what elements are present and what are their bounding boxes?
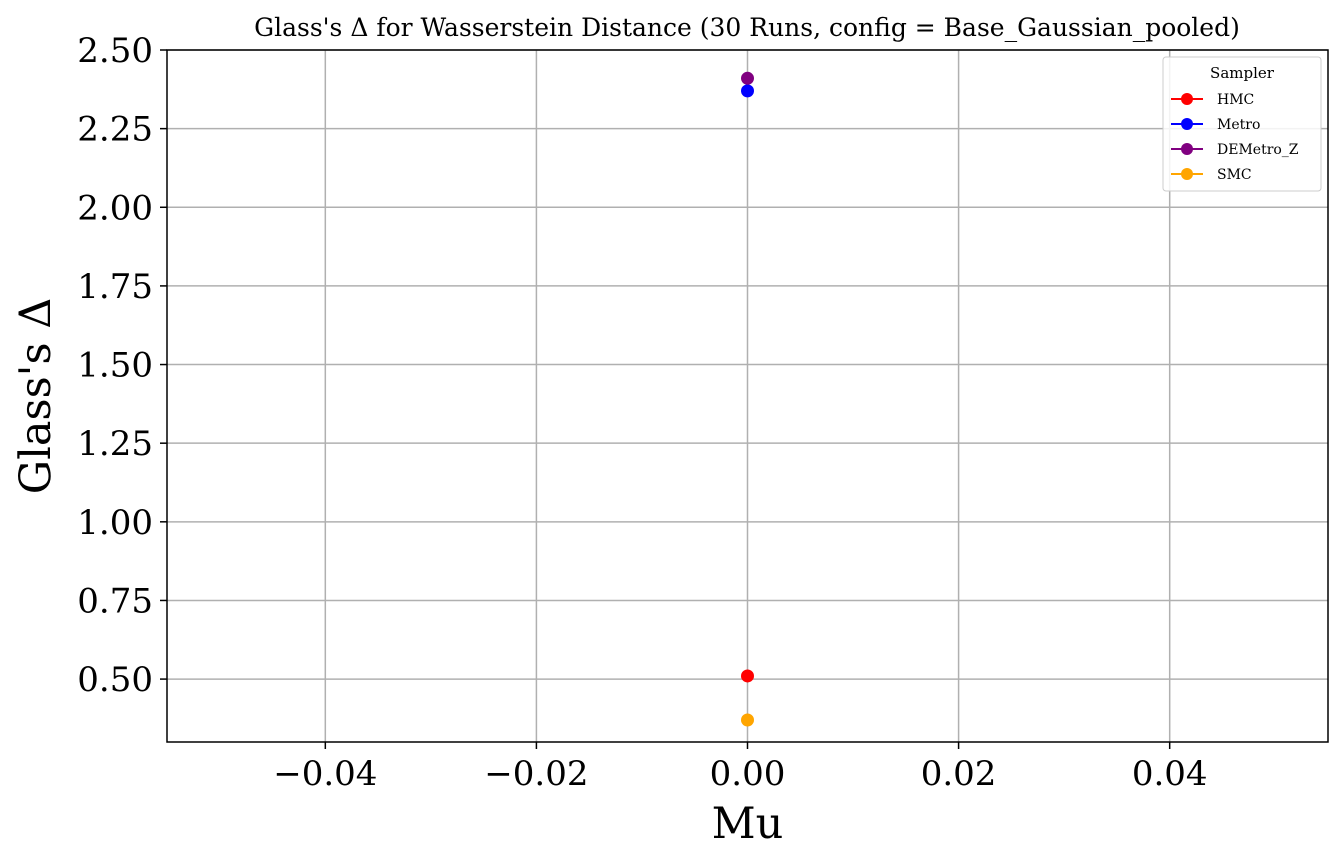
x-tick-label: 0.02	[921, 754, 997, 794]
legend-marker	[1181, 93, 1193, 105]
legend-label: DEMetro_Z	[1217, 142, 1299, 158]
y-tick-label: 2.00	[77, 188, 153, 228]
legend-item-demetro-z: DEMetro_Z	[1171, 142, 1299, 158]
data-point-hmc	[741, 669, 754, 683]
legend-label: SMC	[1217, 167, 1252, 183]
legend-label: Metro	[1217, 117, 1260, 133]
y-axis-ticks: 0.50 0.75 1.00 1.25 1.50 1.75 2.00 2.25 2.50	[77, 31, 167, 700]
x-axis-title: Mu	[712, 799, 784, 849]
legend-box	[1162, 56, 1322, 192]
legend-item-hmc: HMC	[1171, 92, 1254, 108]
y-tick-label: 1.00	[77, 503, 153, 543]
x-tick-label: 0.00	[710, 754, 786, 794]
y-tick-label: 2.25	[77, 110, 153, 150]
legend-marker	[1181, 143, 1193, 155]
legend-title: Sampler	[1210, 64, 1275, 82]
data-points	[741, 71, 754, 727]
legend: Sampler HMC Metro DEMetro_Z SMC	[1162, 56, 1322, 192]
grid	[167, 49, 1328, 742]
y-tick-label: 1.75	[77, 267, 153, 307]
legend-marker	[1181, 118, 1193, 130]
x-tick-label: 0.04	[1132, 754, 1208, 794]
x-tick-label: −0.02	[484, 754, 588, 794]
x-tick-label: −0.04	[273, 754, 377, 794]
data-point-metro	[741, 84, 754, 98]
data-point-demetro-z	[741, 71, 754, 85]
y-tick-label: 0.75	[77, 581, 153, 621]
x-axis-ticks: −0.04 −0.02 0.00 0.02 0.04	[273, 742, 1208, 794]
y-tick-label: 0.50	[77, 660, 153, 700]
legend-item-smc: SMC	[1171, 167, 1252, 183]
legend-item-metro: Metro	[1171, 117, 1260, 133]
data-point-smc	[741, 713, 754, 727]
legend-entries: HMC Metro DEMetro_Z SMC	[1171, 92, 1299, 183]
legend-marker	[1181, 168, 1193, 180]
y-tick-label: 1.50	[77, 346, 153, 386]
legend-label: HMC	[1217, 92, 1254, 108]
y-axis-title: Glass's Δ	[11, 298, 61, 494]
y-tick-label: 1.25	[77, 424, 153, 464]
chart-title: Glass's Δ for Wasserstein Distance (30 R…	[254, 13, 1240, 42]
y-tick-label: 2.50	[77, 31, 153, 71]
